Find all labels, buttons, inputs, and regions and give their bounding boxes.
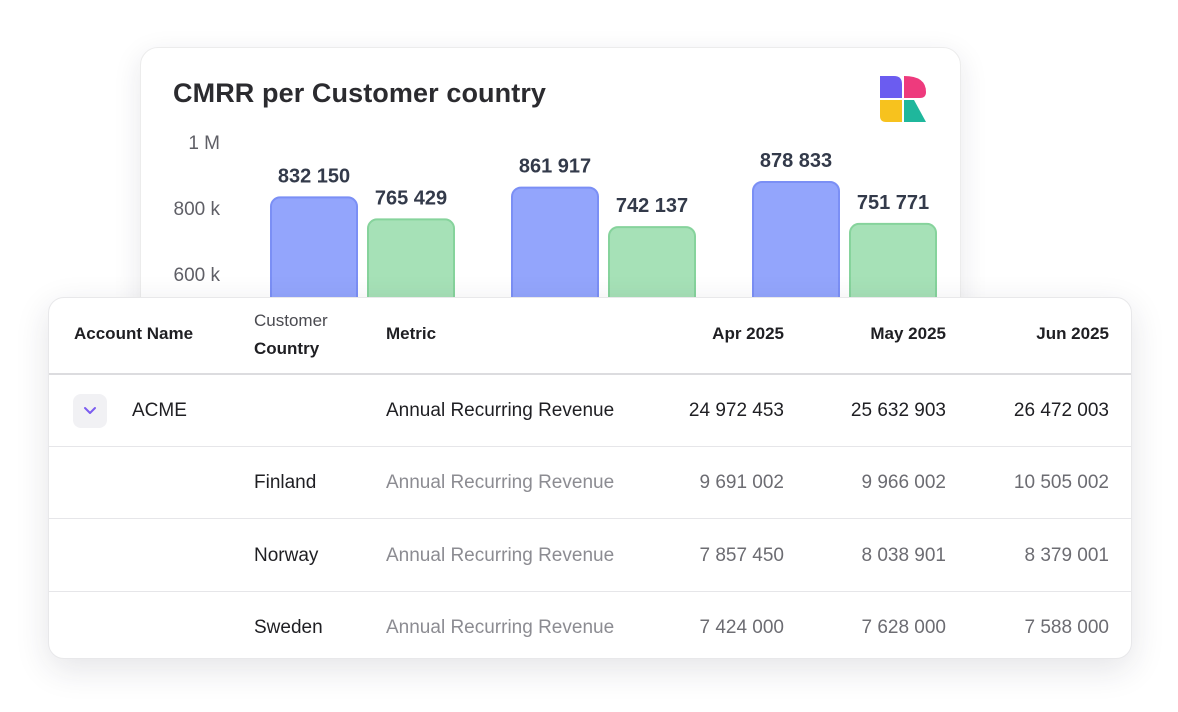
- country-cell: Norway: [254, 545, 319, 566]
- may-value-cell: 8 038 901: [861, 545, 946, 566]
- metric-cell: Annual Recurring Revenue: [386, 472, 615, 493]
- jun-value-cell: 10 505 002: [1013, 472, 1109, 493]
- jun-value-cell: 8 379 001: [1024, 545, 1109, 566]
- may-value-cell: 25 632 903: [850, 400, 946, 421]
- bar-value-label: 751 771: [857, 192, 929, 214]
- apr-value-cell: 7 424 000: [699, 617, 784, 638]
- jun-value-cell: 26 472 003: [1013, 400, 1109, 421]
- country-cell: Finland: [254, 472, 317, 493]
- country-cell: Sweden: [254, 617, 323, 638]
- apr-value-cell: 24 972 453: [688, 400, 784, 421]
- jun-value-cell: 7 588 000: [1024, 617, 1109, 638]
- header-jun-2025[interactable]: Jun 2025: [1036, 324, 1109, 343]
- bar-value-label: 861 917: [519, 156, 591, 178]
- apr-value-cell: 7 857 450: [699, 545, 784, 566]
- header-apr-2025[interactable]: Apr 2025: [712, 324, 784, 343]
- may-value-cell: 7 628 000: [861, 617, 946, 638]
- bar-value-label: 832 150: [278, 165, 350, 187]
- table-row[interactable]: Sweden Annual Recurring Revenue 7 424 00…: [49, 592, 1131, 658]
- bar-value-label: 742 137: [616, 195, 688, 217]
- chevron-down-icon: [84, 407, 96, 414]
- may-value-cell: 9 966 002: [861, 472, 946, 493]
- brand-logo-icon: [880, 76, 926, 122]
- table-row[interactable]: Norway Annual Recurring Revenue 7 857 45…: [49, 520, 1131, 592]
- metric-cell: Annual Recurring Revenue: [386, 617, 615, 638]
- data-table: Account Name Customer Country Metric Apr…: [48, 297, 1132, 659]
- bar-value-label: 878 833: [760, 150, 832, 172]
- header-customer-label[interactable]: Customer: [254, 311, 328, 330]
- y-tick-label: 1 M: [188, 133, 220, 154]
- expand-row-button[interactable]: [73, 394, 107, 428]
- header-may-2025[interactable]: May 2025: [870, 324, 946, 343]
- metric-cell: Annual Recurring Revenue: [386, 400, 615, 421]
- account-name-cell: ACME: [132, 400, 187, 421]
- bar-value-label: 765 429: [375, 187, 447, 209]
- metric-cell: Annual Recurring Revenue: [386, 545, 615, 566]
- header-customer-country[interactable]: Country: [254, 339, 320, 358]
- y-tick-label: 800 k: [174, 199, 221, 220]
- header-account-name[interactable]: Account Name: [74, 324, 194, 343]
- chart-title: CMRR per Customer country: [173, 78, 547, 108]
- table-header: Account Name Customer Country Metric Apr…: [49, 298, 1131, 375]
- header-metric[interactable]: Metric: [386, 324, 437, 343]
- table-row[interactable]: ACME Annual Recurring Revenue 24 972 453…: [49, 375, 1131, 447]
- y-tick-label: 600 k: [174, 265, 221, 286]
- apr-value-cell: 9 691 002: [699, 472, 784, 493]
- table-row[interactable]: Finland Annual Recurring Revenue 9 691 0…: [49, 447, 1131, 519]
